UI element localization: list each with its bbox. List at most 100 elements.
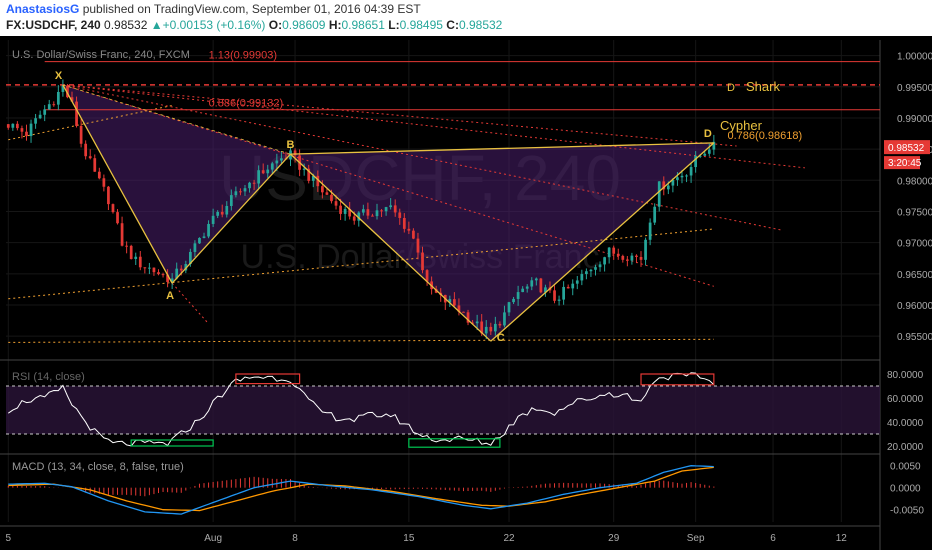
candle — [644, 237, 647, 266]
chart-canvas[interactable]: USDCHF, 240 U.S. Dollar/Swiss Franc 1.13… — [0, 36, 932, 550]
pattern-fill — [62, 84, 714, 342]
candle — [107, 185, 110, 211]
candle — [566, 284, 570, 289]
candle — [703, 151, 707, 156]
rsi-zone-box-0 — [130, 439, 214, 447]
rsi-zone-box-1 — [235, 373, 301, 385]
candle — [43, 105, 47, 122]
pattern-labels: X A B C D — [55, 70, 712, 344]
candle-body — [493, 323, 497, 332]
candle — [34, 113, 37, 129]
candle — [29, 119, 33, 143]
candle-body — [16, 123, 19, 129]
fib-ray-4 — [171, 282, 209, 325]
candle — [625, 255, 629, 267]
candle — [639, 251, 643, 267]
candle-body — [480, 321, 484, 334]
chart-area[interactable]: USDCHF, 240 U.S. Dollar/Swiss Franc 1.13… — [0, 36, 932, 550]
candle — [207, 220, 210, 239]
candle-body — [407, 228, 411, 231]
candle-body — [79, 125, 83, 144]
author-link[interactable]: AnastasiosG — [6, 2, 80, 16]
candle-body — [166, 274, 169, 283]
change-arrow-icon: ▲ — [150, 18, 163, 32]
rsi-title: RSI (14, close) — [12, 371, 85, 383]
candle-body — [152, 267, 156, 273]
candle — [161, 272, 165, 278]
candle — [334, 195, 338, 210]
candle-body — [302, 168, 306, 170]
candle — [66, 84, 69, 99]
candle-body — [43, 109, 47, 115]
candle — [498, 321, 502, 329]
candle — [316, 170, 320, 192]
candle-body — [179, 268, 183, 271]
candle-body — [598, 264, 602, 268]
close-value: 0.98532 — [458, 18, 503, 32]
candle-body — [202, 236, 206, 238]
time-tick-0: 5 — [5, 533, 11, 544]
candle — [357, 211, 361, 227]
candle — [339, 198, 342, 221]
trend-lines — [8, 84, 805, 343]
candle-body — [125, 245, 128, 247]
time-axis[interactable]: 5 Aug 8 15 22 29 Sep 6 12 — [0, 525, 880, 544]
candle — [689, 162, 693, 183]
candle — [534, 277, 538, 286]
candle — [712, 134, 716, 155]
candle-body — [70, 97, 74, 102]
candle — [421, 246, 424, 274]
candle — [125, 241, 128, 254]
candle — [216, 210, 220, 219]
time-tick-5: 29 — [608, 533, 620, 544]
candle-body — [52, 104, 56, 106]
candle — [416, 232, 420, 260]
candle — [525, 284, 529, 293]
cypher-label: Cypher — [720, 118, 763, 133]
candle — [662, 176, 666, 196]
rsi-tick-1: 60.0000 — [887, 394, 924, 405]
candle — [348, 201, 352, 220]
candle-body — [557, 299, 561, 301]
rsi-tick-2: 40.0000 — [887, 418, 924, 429]
candle-body — [639, 256, 643, 260]
candle — [676, 172, 679, 186]
candle-body — [239, 191, 242, 193]
xab-triangle — [62, 84, 291, 284]
candle-body — [129, 245, 133, 259]
candle-body — [484, 326, 488, 334]
candle-body — [666, 185, 670, 190]
high-value: 0.98651 — [341, 18, 385, 32]
candle-body — [316, 175, 320, 187]
candle — [134, 252, 138, 265]
candle — [657, 181, 661, 212]
shark-point-label: D — [727, 82, 735, 94]
candle — [84, 140, 88, 160]
candle-body — [498, 323, 502, 326]
candle — [138, 250, 142, 271]
candle-body — [471, 322, 474, 324]
candle — [243, 184, 247, 196]
symbol-label[interactable]: FX:USDCHF, 240 — [6, 18, 101, 32]
candle — [653, 203, 657, 225]
candle — [6, 123, 10, 130]
candle — [539, 277, 543, 294]
rsi-pane — [6, 372, 880, 448]
candle — [562, 281, 565, 305]
candle — [616, 248, 620, 260]
candle-body — [575, 280, 579, 284]
candle-body — [138, 256, 142, 268]
candle-body — [412, 230, 415, 239]
price-axis[interactable]: 1.000000.995000.990000.985000.980000.975… — [887, 52, 932, 517]
candle-body — [88, 156, 92, 159]
candle — [553, 285, 556, 304]
fib-level-label-1: 0.886(0.99132) — [209, 98, 284, 110]
macd-tick-1: 0.0000 — [890, 484, 921, 495]
candle — [307, 164, 311, 184]
candle — [175, 262, 179, 280]
candle-body — [662, 181, 666, 190]
close-label: C: — [446, 18, 459, 32]
published-text: published on TradingView.com, September … — [79, 2, 421, 16]
candle-body — [425, 270, 429, 282]
candle-body — [343, 208, 347, 214]
